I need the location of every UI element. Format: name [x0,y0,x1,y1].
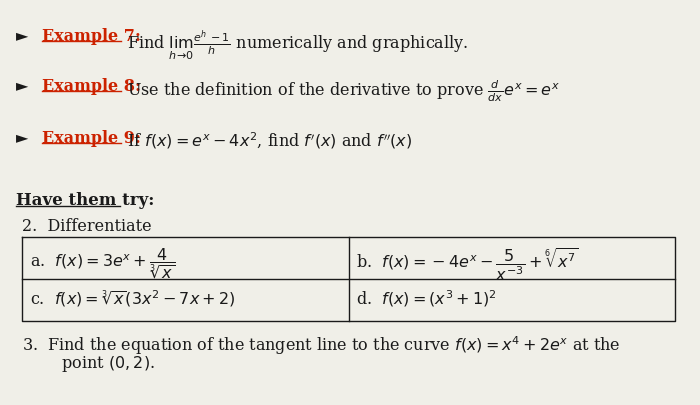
Text: Example 8:: Example 8: [42,78,141,95]
Text: Example 7:: Example 7: [42,28,141,45]
Text: d.  $f(x) = (x^3 + 1)^2$: d. $f(x) = (x^3 + 1)^2$ [356,287,498,308]
Text: a.  $f(x) = 3e^x + \dfrac{4}{\sqrt[3]{x}}$: a. $f(x) = 3e^x + \dfrac{4}{\sqrt[3]{x}}… [30,245,175,280]
Text: b.  $f(x) = -4e^x - \dfrac{5}{x^{-3}} + \sqrt[6]{x^7}$: b. $f(x) = -4e^x - \dfrac{5}{x^{-3}} + \… [356,245,580,282]
Text: Find $\lim_{h\to 0}\frac{e^h-1}{h}$ numerically and graphically.: Find $\lim_{h\to 0}\frac{e^h-1}{h}$ nume… [122,28,468,63]
Text: c.  $f(x) = \sqrt[3]{x}(3x^2 - 7x + 2)$: c. $f(x) = \sqrt[3]{x}(3x^2 - 7x + 2)$ [30,287,235,308]
Text: Use the definition of the derivative to prove $\frac{d}{dx}e^x = e^x$: Use the definition of the derivative to … [122,78,560,104]
Text: ►: ► [16,28,28,43]
Text: ►: ► [16,130,28,145]
Text: Example 9:: Example 9: [42,130,141,147]
Text: 2.  Differentiate: 2. Differentiate [22,217,152,234]
Text: If $f(x) = e^x - 4x^2$, find $f'(x)$ and $f''(x)$: If $f(x) = e^x - 4x^2$, find $f'(x)$ and… [122,130,412,150]
Text: 3.  Find the equation of the tangent line to the curve $f(x) = x^4 + 2e^x$ at th: 3. Find the equation of the tangent line… [22,333,620,356]
Text: point $(0, 2)$.: point $(0, 2)$. [36,353,155,373]
Text: ►: ► [16,78,28,93]
Text: Have them try:: Have them try: [16,192,155,209]
